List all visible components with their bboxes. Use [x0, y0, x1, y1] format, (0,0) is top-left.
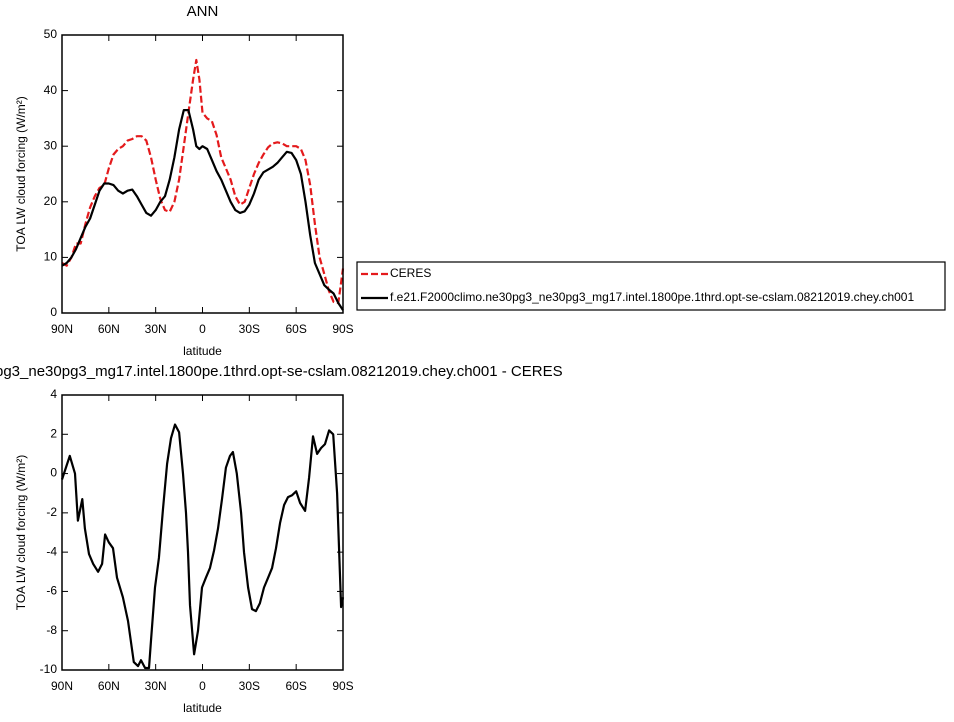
y-tick-label: -4 [46, 544, 57, 558]
y-tick-label: -6 [46, 584, 57, 598]
y-tick-label: -10 [40, 662, 58, 676]
x-tick-label: 60S [285, 322, 306, 336]
y-tick-label: 40 [44, 83, 58, 97]
chart-title: f.e21.F2000climo.ne30pg3_ne30pg3_mg17.in… [0, 363, 563, 380]
x-axis-label: latitude [183, 701, 222, 715]
plot-frame [61, 394, 344, 671]
y-tick-label: 0 [50, 305, 57, 319]
y-tick-label: 30 [44, 138, 58, 152]
x-tick-label: 30S [239, 322, 260, 336]
x-tick-label: 90S [332, 679, 353, 693]
x-tick-label: 30N [145, 679, 167, 693]
y-tick-label: 20 [44, 194, 58, 208]
y-axis-label: TOA LW cloud forcing (W/m²) [14, 455, 28, 611]
y-tick-label: 2 [50, 426, 57, 440]
legend-label: CERES [390, 266, 431, 280]
x-axis-label: latitude [183, 344, 222, 358]
x-tick-label: 60S [285, 679, 306, 693]
x-tick-label: 30N [145, 322, 167, 336]
line-series [61, 109, 344, 311]
line-series [60, 423, 345, 670]
legend-box [356, 261, 946, 311]
x-tick-label: 60N [98, 322, 120, 336]
y-tick-label: 0 [50, 466, 57, 480]
x-tick-label: 60N [98, 679, 120, 693]
line-series [61, 58, 345, 305]
x-tick-label: 0 [199, 322, 206, 336]
x-tick-label: 90N [51, 322, 73, 336]
x-tick-label: 90N [51, 679, 73, 693]
y-tick-label: -8 [46, 623, 57, 637]
x-tick-label: 0 [199, 679, 206, 693]
plot-frame [61, 34, 344, 314]
y-tick-label: 4 [50, 387, 57, 401]
x-tick-label: 30S [239, 679, 260, 693]
legend-label: f.e21.F2000climo.ne30pg3_ne30pg3_mg17.in… [390, 290, 914, 304]
y-axis-label: TOA LW cloud forcing (W/m²) [14, 96, 28, 252]
x-tick-label: 90S [332, 322, 353, 336]
chart-title: ANN [187, 3, 219, 20]
y-tick-label: 50 [44, 27, 58, 41]
y-tick-label: 10 [44, 250, 58, 264]
y-tick-label: -2 [46, 505, 57, 519]
